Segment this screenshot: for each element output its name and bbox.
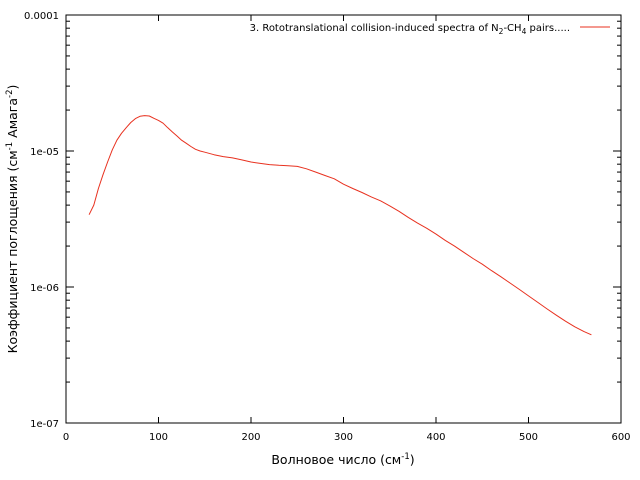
x-axis-ticks: 0 100 200 300 400 500 600 (63, 15, 631, 443)
series-line (88, 115, 592, 336)
plot-frame (65, 14, 622, 424)
x-tick-label: 200 (241, 432, 260, 443)
y-tick-label: 1e-05 (30, 147, 59, 158)
y-axis-label: Коэффициент поглощения (см-1 Амага-2) (5, 85, 20, 354)
legend: 3. Rototranslational collision-induced s… (250, 23, 610, 36)
x-tick-label: 0 (63, 432, 69, 443)
legend-label: 3. Rototranslational collision-induced s… (250, 23, 570, 36)
series-layer (88, 115, 592, 336)
x-tick-label: 600 (611, 432, 630, 443)
x-tick-label: 500 (519, 432, 538, 443)
y-axis-ticks: 1e-07 1e-06 1e-05 0.0001 (24, 11, 621, 430)
x-tick-label: 100 (149, 432, 168, 443)
x-tick-label: 300 (334, 432, 353, 443)
y-tick-label: 0.0001 (24, 11, 59, 22)
x-tick-label: 400 (426, 432, 445, 443)
y-tick-label: 1e-07 (30, 419, 59, 430)
y-tick-label: 1e-06 (30, 283, 59, 294)
x-axis-label: Волновое число (см-1) (271, 452, 414, 467)
